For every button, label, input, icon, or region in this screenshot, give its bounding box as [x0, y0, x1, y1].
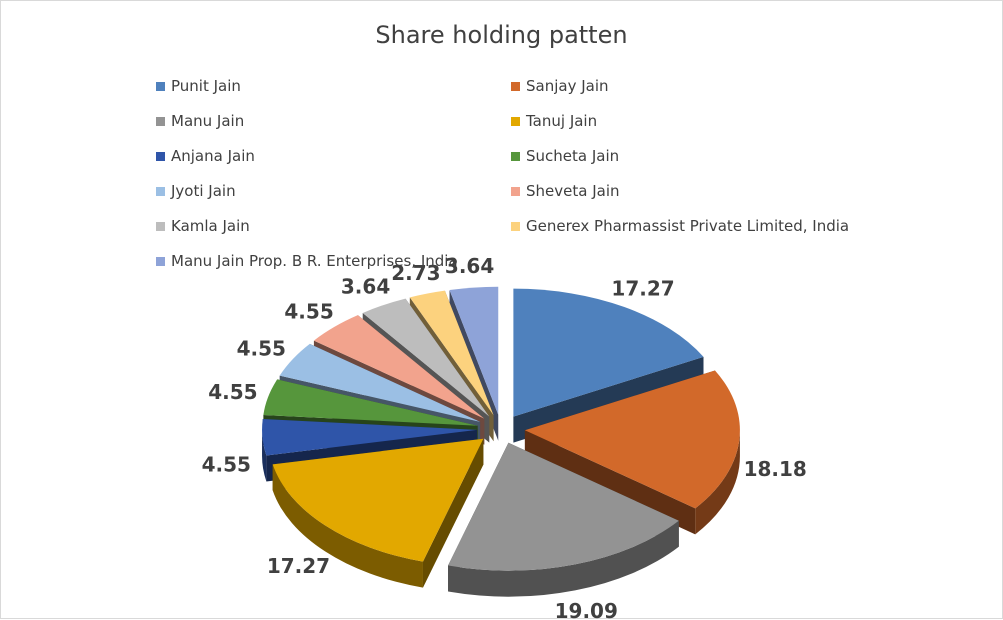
data-label: 3.64	[341, 274, 390, 298]
pie-slice-top	[513, 288, 704, 417]
legend-swatch	[156, 221, 165, 231]
legend-label: Sheveta Jain	[526, 182, 620, 200]
data-label: 18.18	[744, 457, 807, 481]
legend-swatch	[156, 81, 165, 91]
data-label: 17.27	[611, 277, 674, 301]
data-label: 17.27	[267, 554, 330, 578]
legend-item: Punit Jain	[156, 76, 241, 96]
legend-item: Manu Jain Prop. B R. Enterprises, India	[156, 251, 458, 271]
legend-swatch	[511, 186, 520, 196]
data-label: 4.55	[208, 380, 257, 404]
legend-swatch	[156, 256, 165, 266]
legend-item: Sanjay Jain	[511, 76, 609, 96]
pie-slice-side	[272, 464, 423, 588]
legend-swatch	[156, 151, 165, 161]
legend-label: Manu Jain	[171, 112, 245, 130]
data-label: 4.55	[284, 300, 333, 324]
pie-slice-side	[262, 429, 267, 482]
legend-label: Anjana Jain	[171, 147, 255, 165]
pie-slice-top	[313, 315, 485, 419]
legend-label: Manu Jain Prop. B R. Enterprises, India	[171, 252, 458, 270]
pie-slice	[272, 438, 484, 588]
pie-slice-side	[695, 430, 740, 535]
legend-item: Anjana Jain	[156, 146, 255, 166]
legend-item: Manu Jain	[156, 111, 244, 131]
data-label: 3.64	[445, 254, 494, 278]
legend-label: Kamla Jain	[171, 217, 250, 235]
pie-slice-wall	[422, 438, 484, 588]
pie-slice-top	[262, 419, 478, 456]
pie-slice-top	[362, 298, 490, 417]
data-label: 2.73	[391, 261, 440, 285]
legend: Punit Jain Sanjay Jain Manu Jain Tanuj Jain…	[1, 1, 1002, 281]
data-label: 4.55	[237, 337, 286, 361]
pie-slice-top	[449, 286, 499, 415]
pie-slice-top	[279, 343, 481, 422]
legend-label: Sucheta Jain	[526, 147, 620, 165]
pie-slice-top	[263, 379, 478, 426]
pie-slice-top	[524, 370, 740, 509]
chart-title: Share holding patten	[375, 21, 628, 49]
legend-label: Tanuj Jain	[526, 112, 598, 130]
legend-swatch	[156, 186, 165, 196]
pie-slice	[524, 370, 740, 535]
legend-swatch	[511, 81, 520, 91]
legend-label: Jyoti Jain	[171, 182, 236, 200]
pie-slice-top	[272, 438, 484, 562]
pie-slice-top	[409, 290, 494, 416]
data-label: 19.09	[555, 599, 618, 620]
legend-label: Sanjay Jain	[526, 77, 609, 95]
pie-slice-top	[448, 442, 679, 571]
legend-item: Generex Pharmassist Private Limited, Ind…	[511, 216, 849, 236]
legend-swatch	[511, 151, 520, 161]
data-label: 4.55	[202, 453, 251, 477]
legend-item: Jyoti Jain	[156, 181, 236, 201]
pie-slice	[448, 442, 679, 597]
legend-swatch	[511, 221, 520, 231]
legend-swatch	[156, 116, 165, 126]
pie-slice-wall	[524, 430, 696, 535]
legend-item: Sheveta Jain	[511, 181, 620, 201]
legend-item: Sucheta Jain	[511, 146, 619, 166]
legend-swatch	[511, 116, 520, 126]
legend-label: Generex Pharmassist Private Limited, Ind…	[526, 217, 850, 235]
legend-item: Kamla Jain	[156, 216, 250, 236]
pie-slice-side	[448, 520, 679, 597]
legend-item: Tanuj Jain	[511, 111, 597, 131]
legend-label: Punit Jain	[171, 77, 241, 95]
